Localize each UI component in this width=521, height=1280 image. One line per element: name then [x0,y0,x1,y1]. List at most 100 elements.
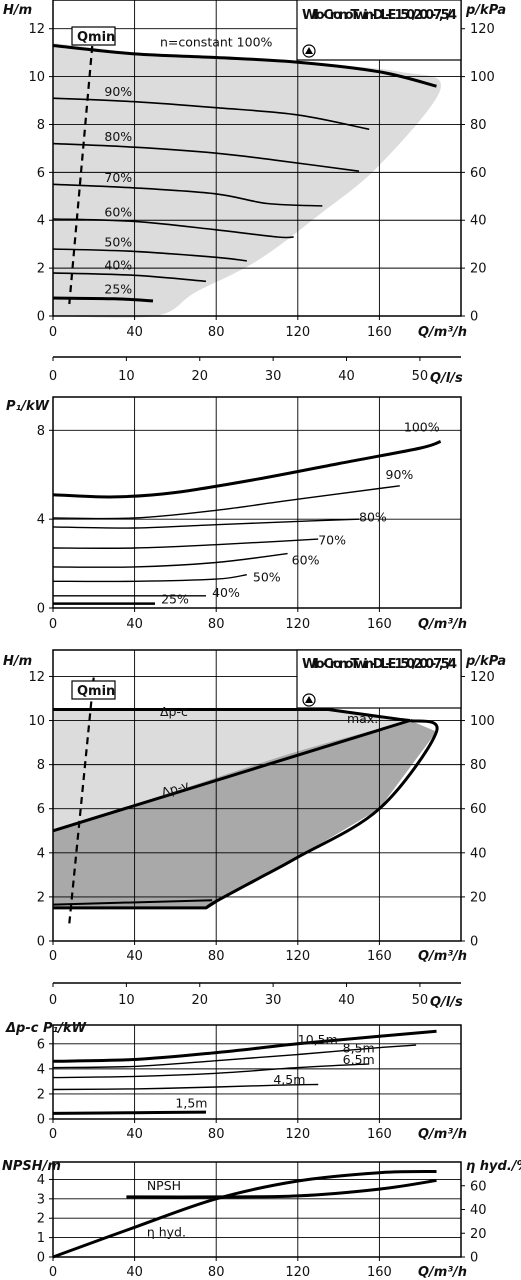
x-tick-label: 80 [208,617,225,632]
wilo-logo-mark [305,47,313,54]
y-axis-label: P₁/kW [6,399,50,414]
curve-dp-v [52,719,411,833]
flow-ls-scale: 0 10 20 30 40 50 Q/l/s [49,356,463,386]
curve-80- [52,518,360,529]
y2-tick-label: 0 [470,1251,478,1266]
x-tick-label: 160 [367,617,392,632]
curve-label: 60% [292,553,320,568]
y2-tick-label: 40 [470,214,487,229]
x-tick-label: 0 [49,325,57,340]
y-tick-label: 2 [37,1212,45,1227]
grid [53,650,461,941]
curve-label: 50% [104,235,132,250]
title-box: Wilo-CronoTwin-DL-E 150/200-7,5/4 [296,0,462,61]
x-tick-label: 10 [118,993,135,1008]
curve-n-constant-100- [52,44,437,88]
y2-tick-label: 60 [470,1179,487,1194]
curve-50- [52,248,247,262]
qmin-label-box: Qmin [71,680,116,700]
axis-ticks: 0 40 80 120 160 0 4 8 [37,424,392,632]
plot-frame [52,0,462,317]
y-axis-label: Δp-c P₁/kW [5,1021,87,1036]
y-tick-label: 8 [37,424,45,439]
y2-tick-label: 100 [470,714,495,729]
x-axis-label: Q/l/s [430,995,463,1010]
power-curves: 10,5m 8,5m6,5m 4,5m 1,5m [52,1029,437,1115]
y-axis-label: H/m [3,654,32,669]
curve-label: 70% [104,170,132,185]
y-tick-label: 1 [37,1231,45,1246]
annotation-dp-c: Δp-c [160,704,188,719]
plot-frame [52,649,462,942]
x-tick-label: 80 [208,325,225,340]
x-tick-label: 80 [208,1127,225,1142]
curve-10-5m [52,1029,437,1063]
curve-npsh [126,1178,437,1199]
x-tick-label: 160 [367,949,392,964]
operating-range-area [53,43,441,318]
title-line: Wilo-CronoTwin-DL-E 150/200-7,5/4 [302,8,457,23]
y-tick-label: 3 [37,1192,45,1207]
grid [53,1162,461,1257]
y2-tick-label: 80 [470,118,487,133]
y-tick-label: 0 [37,935,45,950]
curve-6-5m [52,1063,370,1079]
y2-tick-label: 100 [470,70,495,85]
x-tick-label: 0 [49,993,57,1008]
curve-label: 90% [386,467,414,482]
x-axis-label: Q/m³/h [418,1127,467,1142]
y2-tick-label: 60 [470,166,487,181]
y2-tick-label: 60 [470,802,487,817]
y-tick-label: 4 [37,1173,45,1188]
qmin-label: Qmin [77,684,115,699]
curve-70- [52,538,319,549]
x-axis-label: Q/m³/h [418,325,467,340]
x-tick-label: 120 [285,1127,310,1142]
x-tick-label: 40 [338,993,355,1008]
y-tick-label: 4 [37,513,45,528]
curve-label: 40% [212,585,240,600]
y-tick-label: 12 [28,22,45,37]
qmin-label: Qmin [77,30,115,45]
x-tick-label: 20 [191,993,208,1008]
curve-label: 4,5m [273,1072,305,1087]
plot-frame [52,396,462,609]
annotation-max: max. [347,711,378,726]
dpc-power-panel: 10,5m 8,5m6,5m 4,5m 1,5m 0 40 80 120 160 0 2 4 6 Δp… [5,1021,467,1142]
y-tick-label: 2 [37,1087,45,1102]
curve-label: 60% [104,205,132,220]
x-tick-label: 160 [367,1127,392,1142]
x-tick-label: 40 [338,369,355,384]
x-tick-label: 80 [208,1265,225,1280]
x-tick-label: 160 [367,325,392,340]
curve-90- [52,97,370,131]
x-axis-label: Q/m³/h [418,617,467,632]
curve-1-5m [52,1110,207,1115]
y-tick-label: 6 [37,802,45,817]
curve-eta-hyd [52,1170,437,1259]
x-tick-label: 50 [412,369,429,384]
qmin-dashed-line [68,676,95,924]
curve-60- [52,218,294,239]
curve-label: 25% [161,592,189,607]
plot-frame [52,1024,462,1120]
y-tick-label: 8 [37,118,45,133]
curve-label: η hyd. [147,1225,186,1240]
x-axis-label: Q/m³/h [418,1265,467,1280]
x-axis-label: Q/m³/h [418,949,467,964]
curve-100- [52,439,442,499]
curve-label: 10,5m [298,1032,338,1047]
y2-tick-label: 20 [470,1227,487,1242]
npsh-eta-curves: NPSH η hyd. [52,1170,437,1259]
y2-tick-label: 20 [470,890,487,905]
x-tick-label: 10 [118,369,135,384]
power-curves: 100% 90% 80% 70% 60% 50% 40% 25% [52,419,442,607]
curve-40- [52,272,207,283]
x-tick-label: 30 [265,369,282,384]
curve-min [53,900,218,910]
y2-tick-label: 40 [470,1203,487,1218]
y-tick-label: 0 [37,1251,45,1266]
